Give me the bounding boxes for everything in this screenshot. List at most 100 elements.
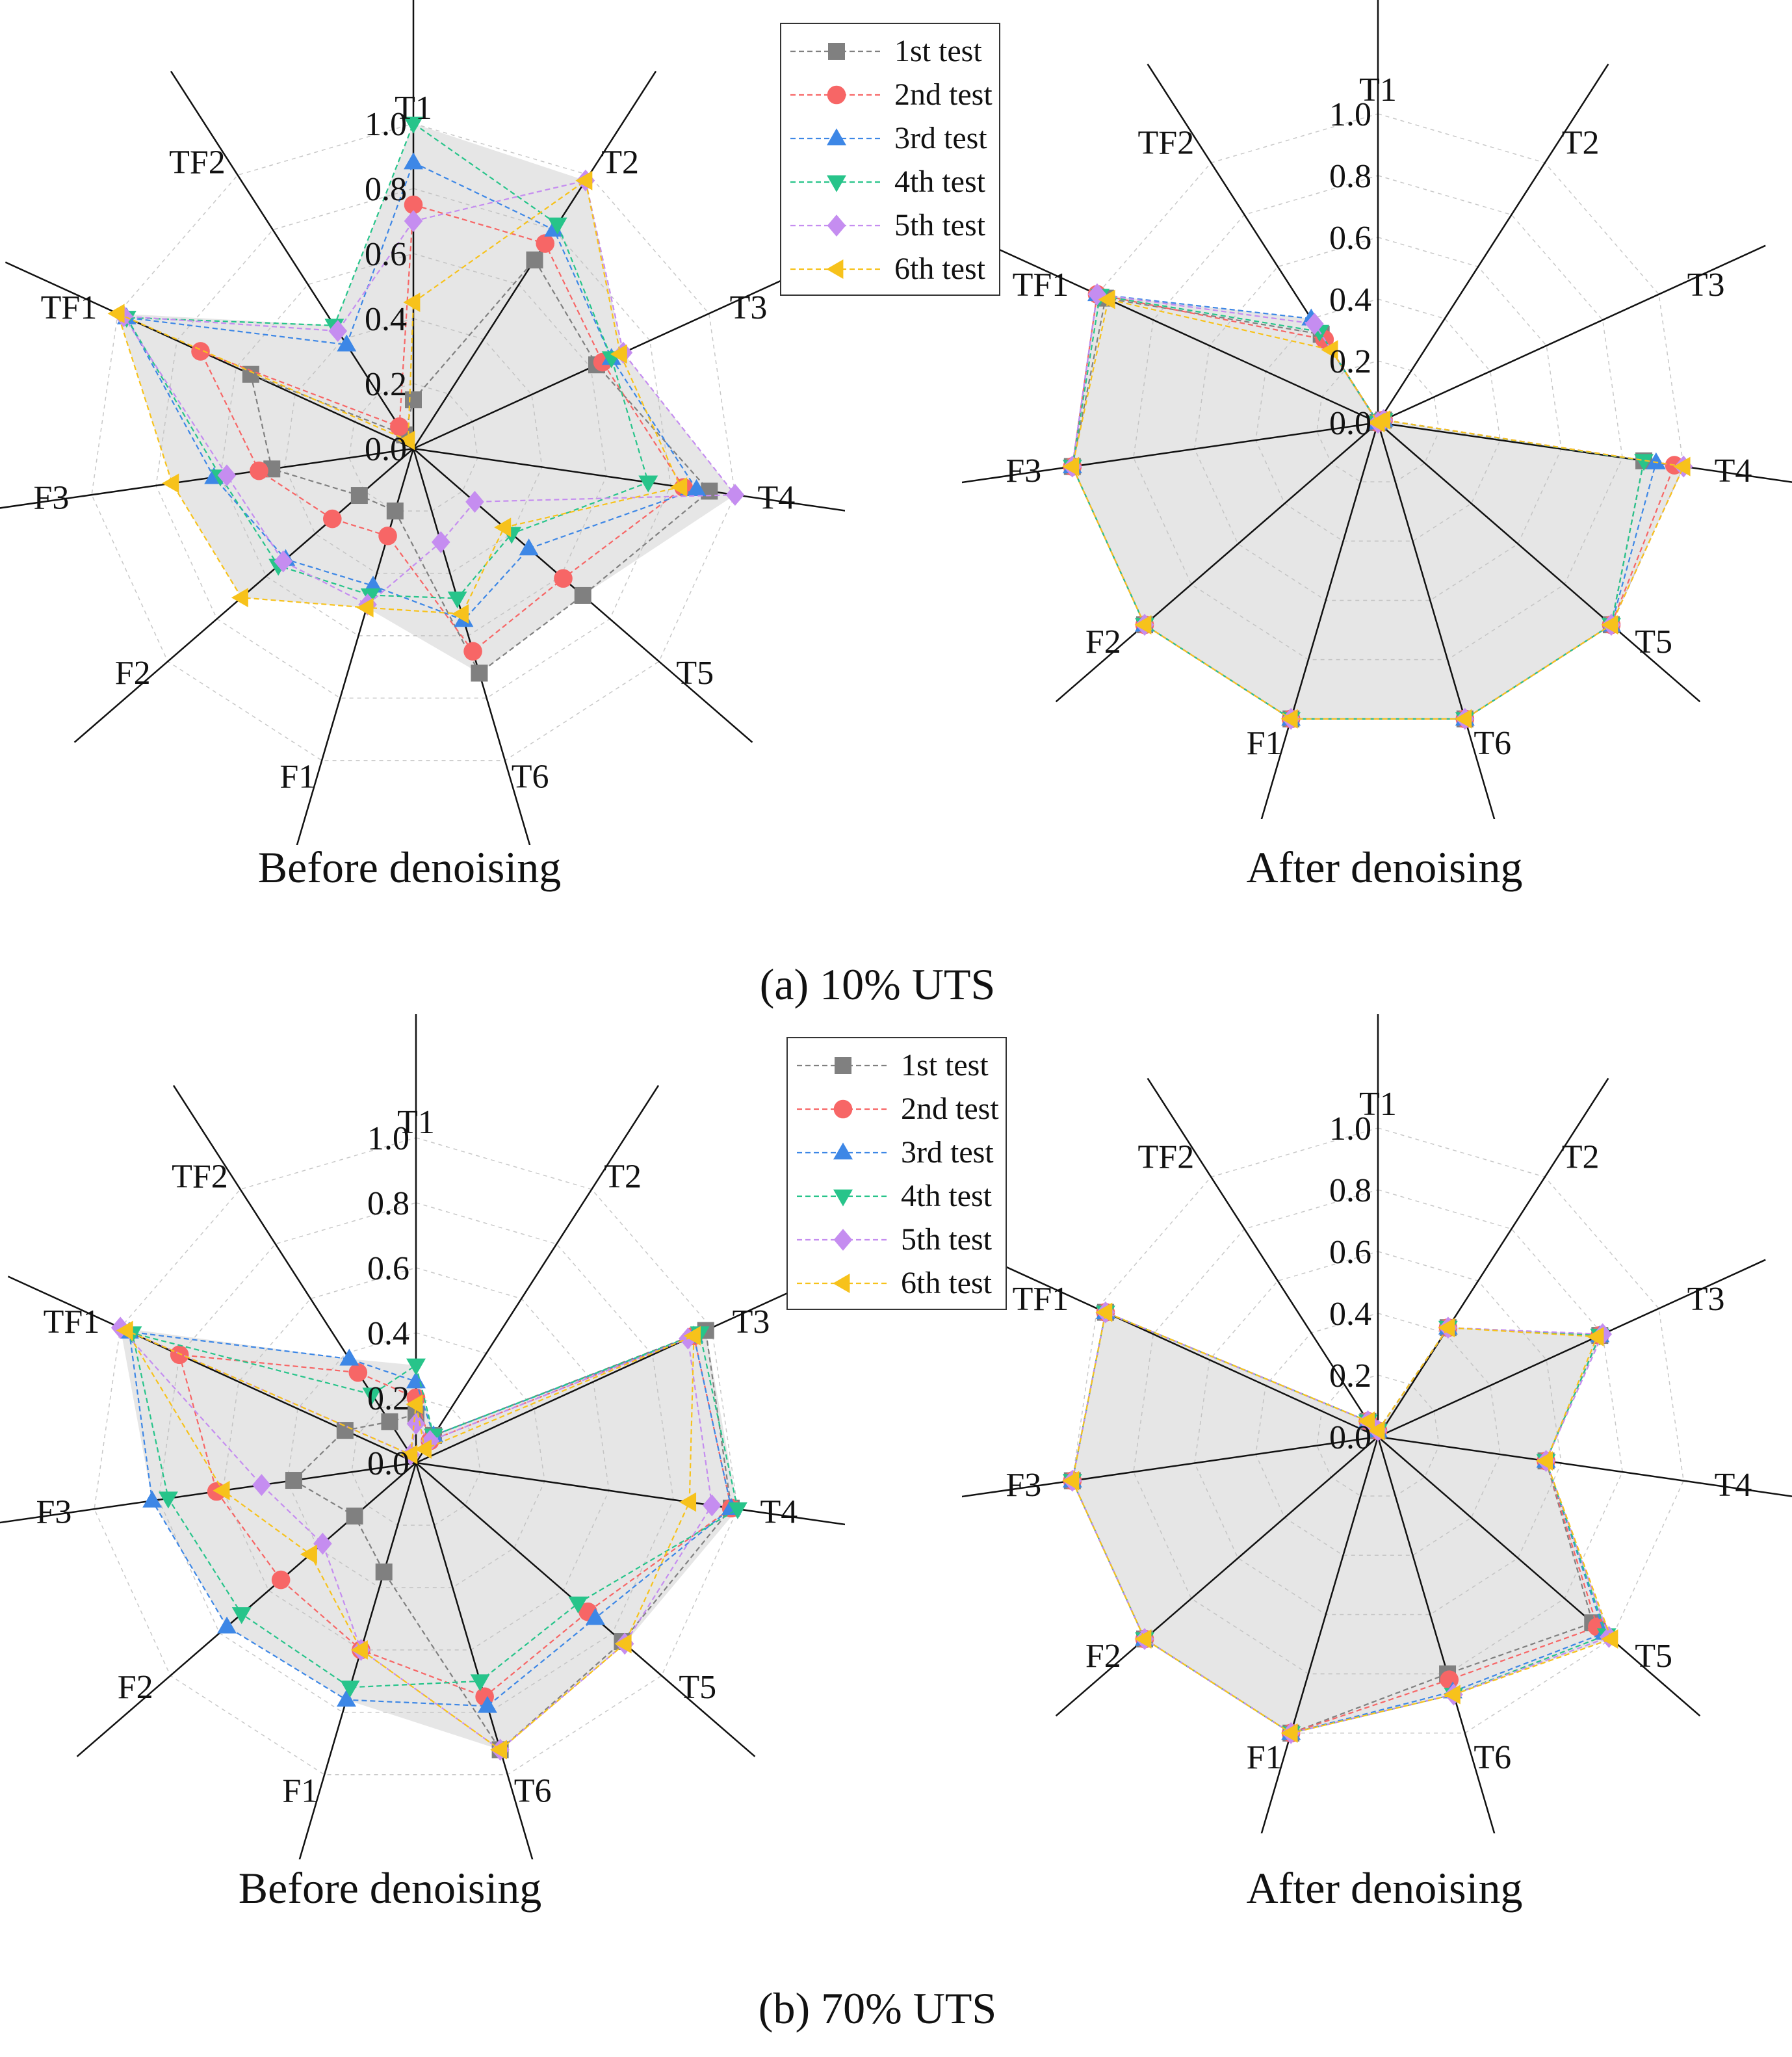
axis-label-T4: T4	[1715, 452, 1752, 490]
data-point	[725, 484, 745, 506]
axis-spoke-T2	[1377, 63, 1609, 423]
legend-item: 3rd test	[788, 116, 993, 160]
radial-tick-label: 0.2	[1329, 1357, 1371, 1395]
data-point	[271, 1570, 291, 1590]
axis-label-TF1: TF1	[1013, 1281, 1069, 1318]
data-point	[250, 461, 268, 480]
series-6	[1062, 1302, 1618, 1743]
legend-marker	[833, 1142, 853, 1159]
axis-label-TF1: TF1	[44, 1304, 100, 1341]
radar-b-after-svg: 0.0 0.2 0.4 0.6 0.8 1.0T1 T2 T3 T4 T5 T6 F1 F2 F3 TF1 T…	[962, 1014, 1792, 1833]
radial-tick-label: 0.6	[1329, 220, 1371, 257]
legend-label-5: 5th test	[901, 1222, 992, 1257]
data-point	[1587, 1327, 1604, 1347]
data-point	[1634, 454, 1654, 471]
axis-label-T4: T4	[758, 480, 796, 517]
radial-tick-label: 0.2	[1329, 343, 1371, 380]
radar-grid	[94, 1137, 738, 1775]
axis-label-TF2: TF2	[1138, 1138, 1195, 1175]
series-envelope	[1072, 294, 1684, 719]
data-point	[404, 210, 423, 232]
data-point	[638, 475, 658, 493]
data-point	[536, 234, 555, 253]
legend-label-3: 3rd test	[901, 1135, 994, 1170]
series-4	[122, 1326, 747, 1698]
radial-tick-label: 0.4	[367, 1315, 409, 1352]
legend-item: 4th test	[788, 160, 993, 203]
legend-label-3: 3rd test	[894, 121, 987, 155]
legend-item: 5th test	[794, 1218, 999, 1261]
data-point	[285, 1472, 302, 1489]
data-point	[1673, 456, 1691, 477]
radial-tick-label: 0.8	[1329, 1172, 1371, 1209]
axis-label-T3: T3	[1687, 267, 1725, 304]
data-point	[701, 482, 718, 500]
data-point	[356, 597, 374, 618]
radial-tick-label: 0.6	[367, 1250, 409, 1287]
axis-label-T2: T2	[604, 1158, 642, 1195]
data-point	[471, 664, 488, 682]
legend-label-2: 2nd test	[901, 1092, 999, 1126]
axis-spoke-F3	[962, 421, 1379, 484]
data-point	[404, 152, 423, 170]
data-point	[568, 1596, 588, 1614]
data-point	[526, 251, 543, 269]
axis-label-T6: T6	[512, 759, 549, 796]
data-point	[1455, 709, 1472, 729]
axis-label-T1: T1	[397, 1104, 435, 1141]
axis-label-F3: F3	[36, 1494, 72, 1531]
series-line	[131, 1332, 739, 1688]
legend-marker	[835, 1056, 851, 1074]
data-point	[336, 1422, 354, 1439]
series-line	[125, 161, 698, 622]
legend-label-4: 4th test	[894, 164, 985, 199]
data-point	[1357, 1411, 1375, 1431]
legend-label-4: 4th test	[901, 1179, 992, 1213]
data-point	[1280, 1723, 1298, 1743]
series-line	[122, 179, 737, 606]
legend-item: 1st test	[794, 1043, 999, 1087]
axis-label-TF2: TF2	[1138, 124, 1195, 161]
legend-marker	[827, 175, 846, 192]
axis-label-T5: T5	[679, 1669, 716, 1706]
data-point	[1280, 709, 1298, 729]
data-point	[683, 1326, 701, 1346]
radar-b-before: 0.0 0.2 0.4 0.6 0.8 1.0 T1 T2 T3 T4 T5 T6 F1 F2 F3 TF1 T…	[0, 1014, 845, 1859]
data-point	[362, 1387, 382, 1405]
legend-marker-2	[790, 85, 883, 104]
legend-item: 2nd test	[794, 1087, 999, 1131]
grid-ring	[1133, 1189, 1623, 1675]
axis-label-T1: T1	[1359, 1086, 1397, 1123]
legend-item: 6th test	[788, 247, 993, 291]
data-point	[1062, 1471, 1080, 1491]
radial-tick-label: 0.2	[365, 366, 407, 403]
axis-label-T2: T2	[1562, 1138, 1600, 1175]
radar-a-after-svg: 0.0 0.2 0.4 0.6 0.8 1.0T1 T2 T3 T4 T5 T6 F1 F2 F3 TF1 T…	[962, 0, 1792, 819]
series-line	[199, 203, 685, 653]
data-point	[1095, 1302, 1113, 1322]
data-point	[350, 1640, 368, 1660]
grid-ring	[351, 1397, 481, 1526]
data-point	[1438, 1318, 1455, 1338]
radar-a-before: 0.0 0.2 0.4 0.6 0.8 1.0 T1 T2 T3 T4 T5 T6 F1 F2 F3 TF1 T…	[0, 0, 845, 845]
data-point	[1321, 340, 1338, 360]
legend-marker-4	[790, 175, 883, 192]
axis-label-T5: T5	[1635, 1638, 1672, 1675]
series-envelope	[118, 124, 735, 674]
data-point	[470, 1674, 490, 1692]
legend-marker-4	[797, 1189, 889, 1207]
axis-spoke-T3	[1377, 1259, 1766, 1438]
data-point	[686, 479, 707, 497]
data-point	[610, 344, 627, 364]
axis-label-TF2: TF2	[172, 1158, 228, 1195]
data-point	[547, 217, 567, 235]
data-point	[679, 1492, 697, 1512]
data-point	[614, 1634, 632, 1654]
data-point	[191, 342, 210, 361]
data-point	[142, 1490, 162, 1508]
data-point	[350, 487, 368, 504]
data-point	[339, 1348, 359, 1366]
legend-marker	[828, 42, 845, 60]
grid-ring	[91, 123, 736, 761]
data-point	[107, 304, 125, 324]
